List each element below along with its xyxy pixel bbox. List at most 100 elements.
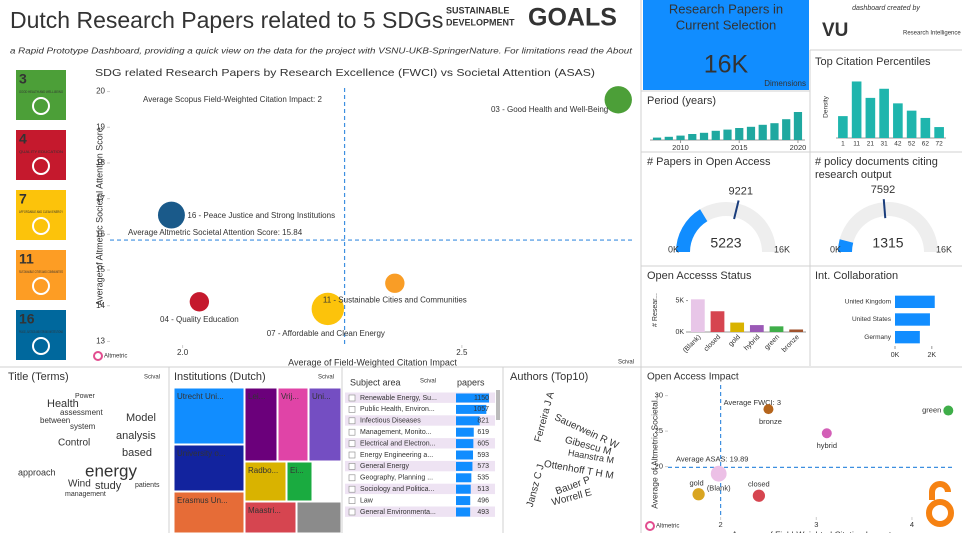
term-word: Power — [75, 393, 96, 400]
table-header: Subject area — [350, 377, 401, 387]
x-tick-label: green — [764, 334, 782, 352]
y-tick-label: 20 — [96, 87, 105, 96]
bar — [735, 128, 744, 140]
x-tick-label: 2010 — [672, 143, 689, 152]
bar — [652, 137, 662, 140]
table-row — [345, 415, 495, 426]
bar — [723, 129, 732, 140]
y-tick-label: 13 — [96, 337, 105, 346]
table-cell: 493 — [477, 509, 489, 516]
source-label: Scival — [420, 379, 436, 385]
data-bar — [456, 461, 473, 471]
source-label: Scival — [618, 360, 634, 366]
author-name: Ferreira J A — [533, 390, 557, 443]
sdg-number: 7 — [19, 191, 27, 207]
bar — [688, 134, 697, 140]
table-cell: Sociology and Politica... — [360, 486, 434, 493]
table-row — [345, 506, 495, 517]
bar — [746, 126, 756, 140]
row-checkbox — [348, 485, 356, 493]
x-tick-label: 3 — [814, 520, 818, 529]
gauge-max: 16K — [774, 244, 790, 254]
bubble — [692, 488, 705, 501]
y-tick-label: 14 — [96, 301, 105, 310]
y-tick-label: 17 — [96, 194, 105, 203]
table-cell: 513 — [477, 486, 489, 493]
treemap-label: Lei... — [248, 392, 265, 401]
table-row — [345, 472, 495, 483]
sdg-symbol — [32, 277, 50, 295]
chart-title: # policy documents citing — [815, 156, 938, 168]
bar — [769, 326, 784, 332]
row-checkbox — [348, 451, 356, 459]
data-bar — [456, 393, 489, 403]
table-cell: Law — [360, 497, 374, 504]
data-bar — [456, 484, 471, 494]
bar — [906, 110, 917, 138]
term-word: analysis — [116, 430, 156, 442]
x-tick-label: closed — [703, 334, 722, 353]
bubble — [157, 201, 185, 229]
bar — [699, 132, 709, 140]
logo-text: DEVELOPMENT — [446, 17, 515, 27]
gauge-track — [838, 202, 938, 252]
sdg-label: PEACE, JUSTICE AND STRONG INSTITUTIONS — [19, 329, 63, 334]
table-row — [345, 403, 495, 415]
sdg-label: SUSTAINABLE CITIES AND COMMUNITIES — [19, 269, 63, 274]
sdg-label: GOOD HEALTH AND WELL-BEING — [19, 89, 63, 94]
table-row — [345, 449, 495, 460]
x-tick-label: 72 — [936, 141, 944, 148]
y-tick-label: 5K — [675, 297, 684, 304]
bar — [789, 329, 804, 332]
bar — [770, 123, 779, 140]
reference-label: Average ASAS: 19.89 — [676, 454, 748, 463]
table-cell: Electrical and Electron... — [360, 440, 436, 447]
chart-title: Int. Collaboration — [815, 270, 898, 282]
x-tick-label: 4 — [910, 520, 914, 529]
bar — [664, 136, 673, 140]
scrollbar — [496, 390, 500, 420]
points — [692, 404, 954, 502]
bar — [676, 135, 685, 140]
treemap-label: University o... — [177, 449, 225, 458]
x-tick-label: (Blank) — [682, 334, 703, 355]
row-checkbox — [348, 417, 356, 425]
x-tick-label: bronze — [781, 334, 801, 354]
y-tick-label: Germany — [864, 334, 891, 341]
bubble — [763, 404, 774, 415]
data-bar — [456, 404, 487, 414]
chart-title: # Papers in Open Access — [647, 156, 771, 168]
gauge-target-label: 9221 — [728, 186, 752, 198]
point-label: hybrid — [817, 441, 837, 450]
x-tick-label: 11 — [853, 141, 860, 148]
bubble — [311, 292, 345, 326]
term-word: Health — [47, 398, 79, 410]
table-cell: Energy Engineering a... — [360, 452, 433, 459]
term-word: approach — [18, 467, 56, 477]
bar — [838, 116, 848, 138]
point-label: 03 - Good Health and Well-Being — [491, 105, 608, 114]
logo-text: GOALS — [528, 4, 617, 32]
chart-title: research output — [815, 169, 891, 181]
table-cell: Renewable Energy, Su... — [360, 395, 437, 402]
term-word: management — [65, 491, 106, 498]
treemap-label: Utrecht Uni... — [177, 392, 224, 401]
kpi-card — [643, 0, 809, 90]
table-row — [345, 438, 495, 449]
treemap-label: Maastri... — [248, 506, 281, 515]
gauge-min: 0K — [668, 244, 679, 254]
table-cell: Public Health, Environ... — [360, 406, 435, 413]
table-cell: 593 — [477, 452, 489, 459]
gauge-value-label: 1315 — [872, 235, 903, 251]
row-checkbox — [348, 508, 356, 516]
term-word: Model — [126, 412, 156, 424]
sdg-icon — [16, 250, 66, 300]
bar — [749, 325, 764, 332]
reference-label: Average Altmetric Societal Attention Sco… — [128, 228, 303, 237]
bar — [920, 117, 931, 138]
x-tick-label: 21 — [867, 141, 875, 148]
panel-title: Authors (Top10) — [510, 371, 588, 383]
data-bar — [456, 416, 480, 426]
row-checkbox — [348, 474, 356, 482]
